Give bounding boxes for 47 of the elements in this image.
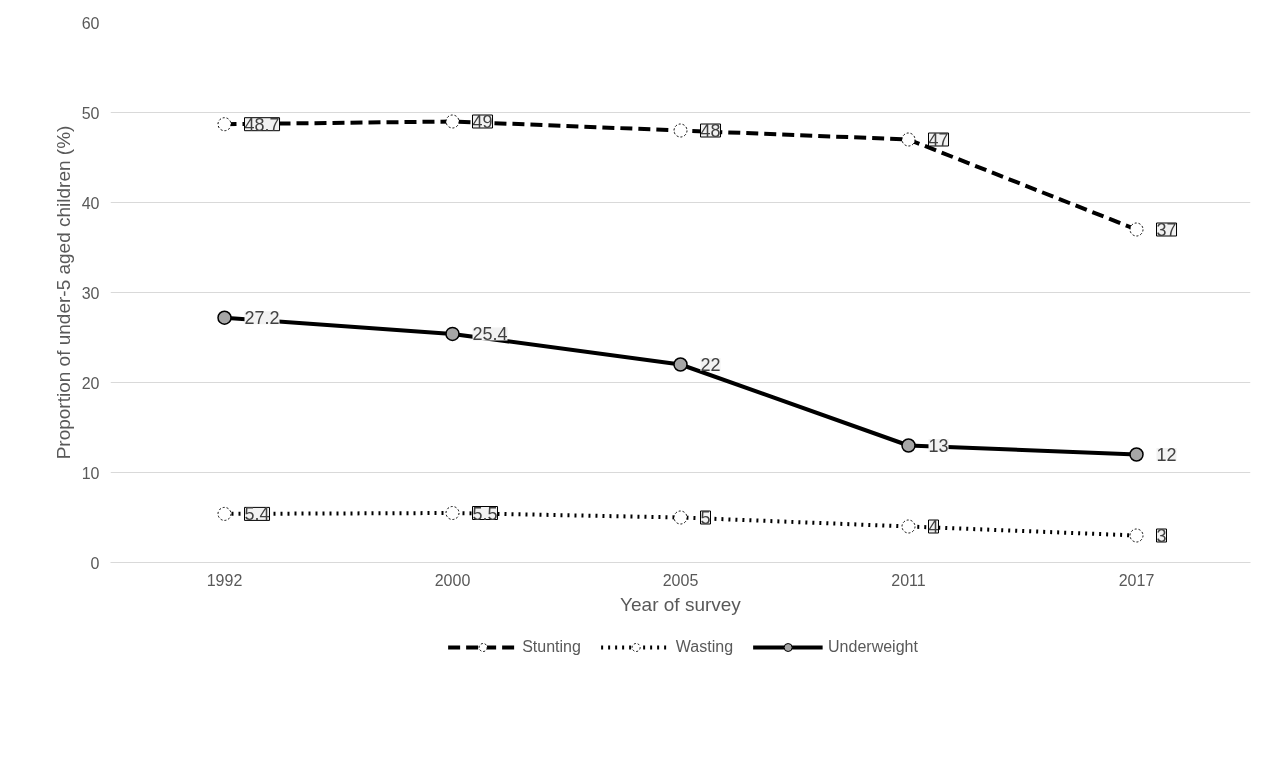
point [1129,222,1144,237]
data-label: 12 [1156,445,1177,465]
x-tick-label: 2000 [434,571,471,589]
legend-label: Underweight [828,638,918,656]
x-tick-label: 1992 [206,571,243,589]
x-tick-label: 2011 [891,571,926,589]
y-tick-label: 60 [81,14,100,32]
point [673,357,688,372]
legend-label: Stunting [522,638,581,656]
y-tick-label: 30 [81,284,100,302]
x-axis-title: Year of survey [620,593,742,615]
point [1129,447,1144,462]
x-tick-label: 2017 [1118,571,1155,589]
data-label: 4 [928,517,939,537]
x-tick-label: 2005 [662,571,699,589]
y-tick-label: 0 [90,554,100,572]
legend-label: Wasting [675,638,734,656]
y-tick-label: 40 [81,194,100,212]
point [901,438,916,453]
data-label: 3 [1156,526,1167,546]
point [901,519,916,534]
point [673,123,688,138]
point [217,310,232,325]
data-label: 37 [1156,220,1177,240]
y-tick-label: 20 [81,374,100,392]
data-label: 5 [700,508,711,528]
point [445,114,460,129]
data-label: 5.5 [472,503,498,524]
point [673,510,688,525]
point [217,506,232,521]
point [901,132,916,147]
y-tick-label: 50 [81,104,100,122]
y-axis-title: Proportion of under-5 aged children (%) [52,125,74,460]
data-label: 13 [928,436,949,456]
data-label: 49 [472,112,493,132]
data-label: 5.4 [244,504,270,525]
point [1129,528,1144,543]
data-label: 25.4 [472,324,508,345]
data-label: 22 [700,355,721,375]
data-label: 27.2 [244,308,280,329]
point [445,326,460,342]
data-label: 48.7 [244,114,280,135]
point [217,117,232,132]
point [445,506,460,520]
data-label: 47 [928,130,949,150]
y-tick-label: 10 [81,464,100,482]
data-label: 48 [700,121,721,141]
